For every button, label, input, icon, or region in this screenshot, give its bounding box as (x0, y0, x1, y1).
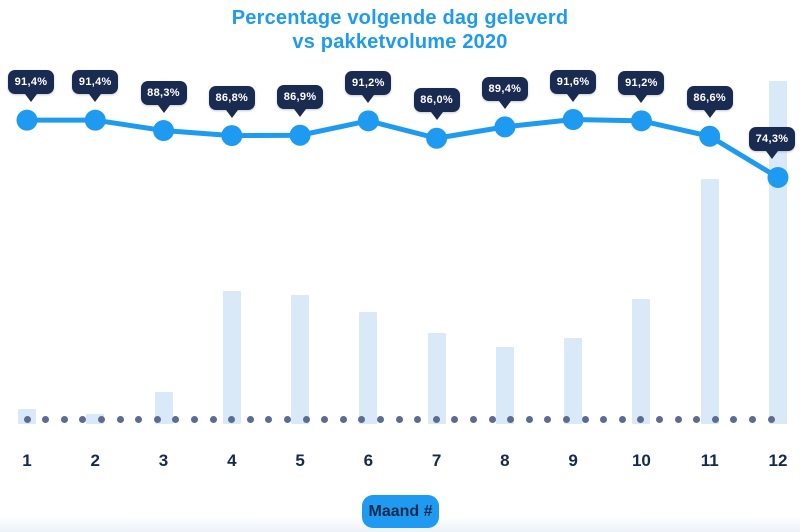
volume-bar-month-7 (427, 333, 446, 424)
x-tick-11: 11 (700, 451, 719, 470)
chart-title: Percentage volgende dag geleverd vs pakk… (0, 6, 800, 54)
x-tick-8: 8 (500, 451, 510, 470)
baseline-dot (637, 415, 645, 423)
volume-bar-month-8 (495, 347, 514, 424)
value-badge-month-9: 91,6% (550, 69, 597, 102)
baseline-dot (172, 415, 180, 423)
x-tick-1: 1 (22, 451, 32, 470)
x-tick-2: 2 (90, 451, 100, 470)
baseline-dot (581, 415, 589, 423)
value-badge-month-5: 86,9% (277, 85, 324, 118)
baseline-dot (432, 415, 440, 423)
baseline-dot (321, 415, 329, 423)
x-axis-title-badge: Maand # (362, 495, 439, 528)
x-tick-4: 4 (227, 451, 237, 470)
x-axis-title: Maand # (368, 502, 433, 520)
x-tick-3: 3 (158, 451, 169, 470)
x-tick-7: 7 (431, 451, 442, 470)
value-badge-month-11: 86,6% (686, 86, 733, 119)
baseline-dot (376, 415, 384, 423)
baseline-dot (302, 415, 310, 423)
baseline-dot (655, 415, 663, 423)
baseline-dot (507, 415, 515, 423)
x-tick-10: 10 (631, 451, 651, 470)
volume-bar-month-10 (632, 299, 651, 424)
baseline-dot (693, 415, 701, 423)
baseline-dot (618, 415, 626, 423)
baseline-dot (730, 415, 738, 423)
baseline-dot (283, 415, 291, 423)
value-badge-month-8: 89,4% (481, 76, 528, 109)
baseline-dot (228, 415, 236, 423)
value-badge-month-3: 88,3% (140, 80, 187, 113)
baseline-dot (79, 415, 87, 423)
value-badge-month-2: 91,4% (72, 70, 119, 103)
baseline-dot (246, 415, 254, 423)
baseline-dot (562, 415, 570, 423)
value-badge-month-10: 91,2% (618, 70, 665, 103)
baseline-dot (544, 415, 552, 423)
baseline-dot (674, 415, 682, 423)
baseline-dot (600, 415, 608, 423)
baseline-dot (748, 415, 756, 423)
volume-bar-month-6 (359, 311, 378, 424)
baseline-dot (60, 415, 68, 423)
baseline-dot (23, 415, 31, 423)
value-badge-month-7: 86,0% (413, 88, 460, 121)
x-tick-9: 9 (568, 451, 578, 470)
volume-bar-month-5 (291, 295, 310, 424)
baseline-dot (469, 415, 477, 423)
baseline-dot (395, 415, 403, 423)
baseline-dot (116, 415, 124, 423)
baseline-dot (767, 415, 775, 423)
baseline-dot (153, 415, 161, 423)
baseline-dot (190, 415, 198, 423)
baseline-dot (358, 415, 366, 423)
baseline-dot (525, 415, 533, 423)
baseline-dot (711, 415, 719, 423)
volume-bar-month-11 (700, 179, 719, 424)
volume-bar-month-9 (564, 337, 583, 424)
baseline-dot (135, 415, 143, 423)
x-tick-5: 5 (295, 451, 305, 470)
x-tick-12: 12 (768, 451, 788, 470)
baseline-dot (265, 415, 273, 423)
x-tick-6: 6 (363, 451, 374, 470)
volume-bar-month-2 (86, 414, 105, 424)
baseline-dot (414, 415, 422, 423)
chart-title-line2: vs pakketvolume 2020 (292, 31, 508, 53)
volume-bar-month-4 (222, 290, 241, 424)
value-badge-month-4: 86,8% (208, 85, 255, 118)
value-badge-month-6: 91,2% (345, 70, 392, 103)
baseline-dot (488, 415, 496, 423)
baseline-dot (97, 415, 105, 423)
baseline-dot (451, 415, 459, 423)
baseline-dot (42, 415, 50, 423)
baseline-dot (209, 415, 217, 423)
baseline-dot (339, 415, 347, 423)
value-badge-month-1: 91,4% (8, 70, 54, 103)
chart-title-line1: Percentage volgende dag geleverd (231, 7, 569, 29)
